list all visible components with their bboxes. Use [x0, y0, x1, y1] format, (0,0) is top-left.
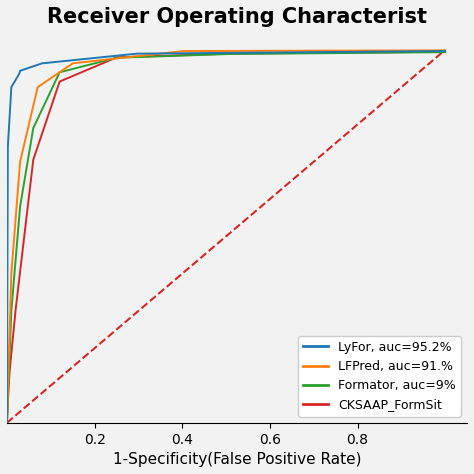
X-axis label: 1-Specificity(False Positive Rate): 1-Specificity(False Positive Rate) [113, 452, 361, 467]
Title: Receiver Operating Characterist: Receiver Operating Characterist [47, 7, 427, 27]
Legend: LyFor, auc=95.2%, LFPred, auc=91.%, Formator, auc=9%, CKSAAP_FormSit: LyFor, auc=95.2%, LFPred, auc=91.%, Form… [298, 336, 461, 417]
